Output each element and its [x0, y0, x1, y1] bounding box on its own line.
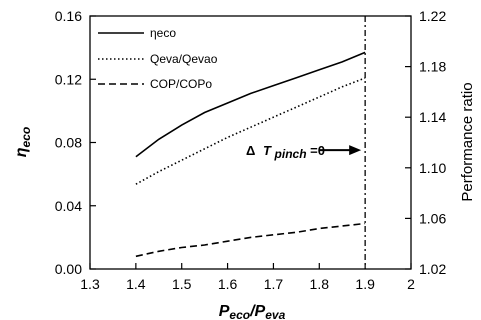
legend-label-cop: COP/COPo	[150, 77, 212, 91]
y-left-sub: eco	[19, 127, 33, 148]
y-left-tick-label: 0.16	[55, 8, 82, 24]
x-den-sub: eva	[265, 308, 285, 320]
y-right-tick-label: 1.10	[419, 160, 446, 176]
series-line-dashed	[135, 222, 366, 258]
x-tick-label: 1.5	[172, 276, 192, 292]
y-axis-right-title: Performance ratio	[459, 82, 476, 201]
x-slash: /	[249, 303, 256, 320]
y-left-tick-label: 0.04	[55, 198, 82, 214]
y-right-tick-label: 1.02	[419, 261, 446, 277]
y-right-tick-label: 1.22	[419, 8, 446, 24]
y-right-tick-label: 1.18	[419, 59, 446, 75]
legend-label-eta-eco: ηeco	[150, 26, 176, 40]
series-line-solid	[135, 51, 366, 158]
legend: ηeco Qeva/Qevao COP/COPo	[98, 26, 218, 91]
x-tick-label: 1.9	[355, 276, 375, 292]
series-layer	[135, 51, 366, 258]
x-axis-title: Peco/Peva	[219, 303, 286, 320]
x-den: P	[255, 303, 266, 320]
annot-delta: Δ	[246, 143, 255, 158]
y-left-tick-label: 0.00	[55, 261, 82, 277]
legend-label-qeva: Qeva/Qevao	[150, 52, 218, 66]
x-tick-label: 2	[407, 276, 415, 292]
annotation-arrowhead	[349, 145, 362, 156]
y-right-tick-label: 1.06	[419, 210, 446, 226]
pinch-annotation: Δ T pinch =0	[246, 143, 325, 161]
annot-sub: pinch	[274, 147, 307, 161]
x-tick-label: 1.8	[310, 276, 330, 292]
annot-eq: =0	[310, 143, 325, 158]
y-right-tick-label: 1.14	[419, 109, 446, 125]
y-left-main: η	[13, 147, 30, 157]
ticks: 1.3 1.4 1.5 1.6 1.7 1.8 1.9 2 0.00 0.04 0.08 0.12 0.…	[55, 8, 447, 292]
x-main: P	[219, 303, 230, 320]
x-tick-label: 1.7	[264, 276, 284, 292]
x-main-sub: eco	[229, 308, 250, 320]
y-left-tick-label: 0.08	[55, 135, 82, 151]
x-tick-label: 1.6	[218, 276, 238, 292]
x-tick-label: 1.4	[126, 276, 146, 292]
annot-t: T	[263, 143, 272, 158]
y-axis-left-title: ηeco	[13, 127, 33, 157]
y-left-tick-label: 0.12	[55, 71, 82, 87]
x-tick-label: 1.3	[80, 276, 100, 292]
